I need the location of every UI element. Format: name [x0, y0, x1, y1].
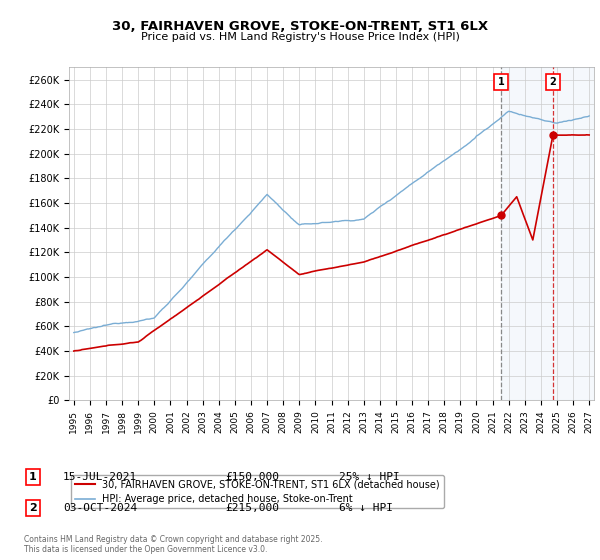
Text: £215,000: £215,000	[225, 503, 279, 513]
Text: 1: 1	[29, 472, 37, 482]
Text: 2: 2	[29, 503, 37, 513]
Text: 30, FAIRHAVEN GROVE, STOKE-ON-TRENT, ST1 6LX: 30, FAIRHAVEN GROVE, STOKE-ON-TRENT, ST1…	[112, 20, 488, 32]
Bar	[501, 67, 594, 400]
Text: Contains HM Land Registry data © Crown copyright and database right 2025.
This d: Contains HM Land Registry data © Crown c…	[24, 535, 323, 554]
Text: 03-OCT-2024: 03-OCT-2024	[63, 503, 137, 513]
Text: 6% ↓ HPI: 6% ↓ HPI	[339, 503, 393, 513]
Legend: 30, FAIRHAVEN GROVE, STOKE-ON-TRENT, ST1 6LX (detached house), HPI: Average pric: 30, FAIRHAVEN GROVE, STOKE-ON-TRENT, ST1…	[71, 475, 444, 508]
Text: 25% ↓ HPI: 25% ↓ HPI	[339, 472, 400, 482]
Text: 2: 2	[550, 77, 556, 87]
Text: 15-JUL-2021: 15-JUL-2021	[63, 472, 137, 482]
Text: 1: 1	[498, 77, 505, 87]
Text: Price paid vs. HM Land Registry's House Price Index (HPI): Price paid vs. HM Land Registry's House …	[140, 32, 460, 43]
Text: £150,000: £150,000	[225, 472, 279, 482]
